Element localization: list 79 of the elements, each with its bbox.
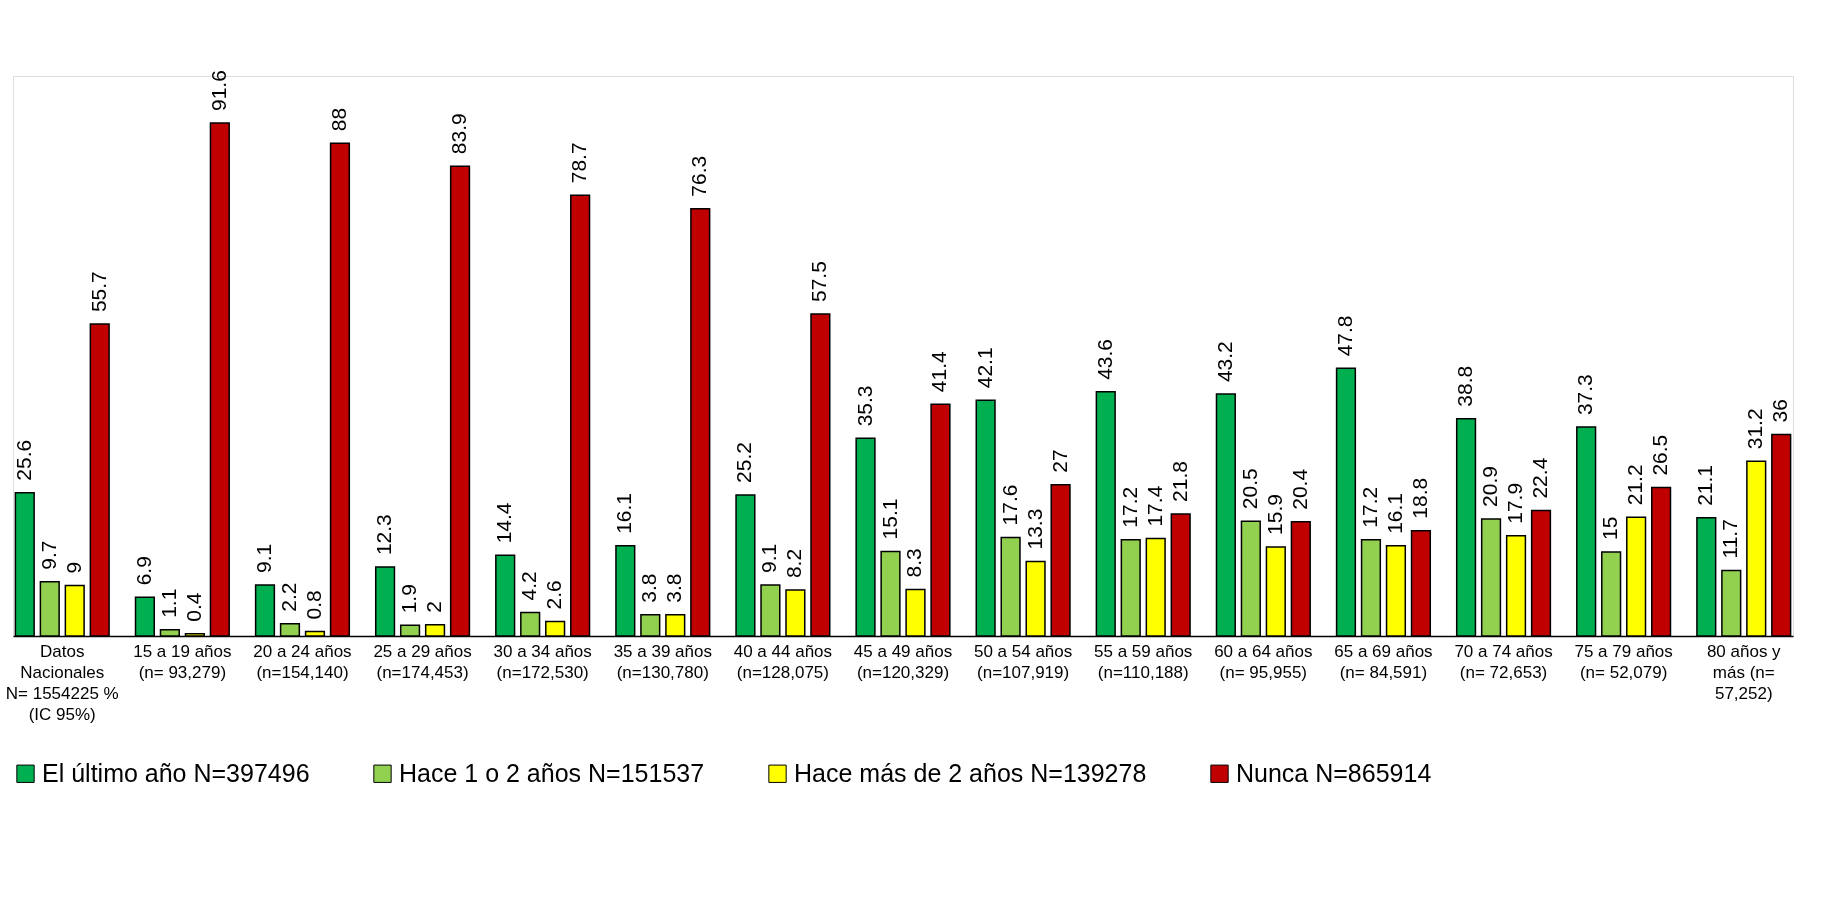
data-label: 20.5 xyxy=(1237,468,1261,510)
x-tick-label: 45 a 49 años (n=120,329) xyxy=(853,642,953,682)
data-label: 41.4 xyxy=(927,350,951,393)
data-label: 16.1 xyxy=(612,492,636,534)
data-label: 4.2 xyxy=(517,571,541,601)
data-label: 20.9 xyxy=(1478,466,1502,507)
data-label: 26.5 xyxy=(1648,434,1672,476)
data-label: 20.4 xyxy=(1287,468,1311,510)
data-label: 17.2 xyxy=(1357,486,1381,528)
legend-label: Hace más de 2 años N=139278 xyxy=(794,758,1147,787)
data-label: 38.8 xyxy=(1453,365,1477,407)
data-label: 17.2 xyxy=(1117,486,1141,528)
data-label: 14.4 xyxy=(492,502,516,544)
data-label: 55.7 xyxy=(86,271,110,313)
data-label: 1.9 xyxy=(397,584,421,614)
x-tick-label: 55 a 59 años (n=110,188) xyxy=(1094,642,1193,682)
data-label: 9.7 xyxy=(36,540,60,570)
data-label: 16.1 xyxy=(1382,492,1406,534)
data-label: 9.1 xyxy=(251,543,275,574)
legend-label: Hace 1 o 2 años N=151537 xyxy=(399,758,705,787)
data-label: 3.8 xyxy=(662,573,686,603)
data-label: 8.3 xyxy=(902,548,926,578)
x-tick-label: 35 a 39 años (n=130,780) xyxy=(613,642,712,682)
x-tick-label: 65 a 69 años (n= 84,591) xyxy=(1334,642,1433,682)
data-label: 17.9 xyxy=(1503,482,1527,524)
data-label: 11.7 xyxy=(1718,519,1742,559)
data-label: 21.1 xyxy=(1693,464,1717,506)
data-label: 83.9 xyxy=(447,113,471,155)
x-tick-label: 60 a 64 años (n= 95,955) xyxy=(1214,642,1313,682)
data-label: 18.8 xyxy=(1407,477,1431,519)
data-label: 0.4 xyxy=(181,592,205,622)
data-label: 2.2 xyxy=(276,582,300,612)
data-label: 78.7 xyxy=(567,142,591,184)
x-tick-label: 50 a 54 años (n=107,919) xyxy=(973,642,1073,682)
data-label: 6.9 xyxy=(131,556,155,586)
data-label: 25.2 xyxy=(732,442,756,483)
x-tick-label: 20 a 24 años (n=154,140) xyxy=(253,642,352,682)
legend-label: Nunca N=865914 xyxy=(1236,758,1432,787)
data-label: 76.3 xyxy=(687,155,711,197)
x-tick-label: 40 a 44 años (n=128,075) xyxy=(733,642,833,682)
data-label: 91.6 xyxy=(206,70,230,112)
data-label: 1.1 xyxy=(156,588,180,618)
data-label: 0.8 xyxy=(301,590,325,620)
data-label: 88 xyxy=(326,107,350,132)
data-label: 43.2 xyxy=(1212,341,1236,383)
data-label: 47.8 xyxy=(1332,315,1356,357)
data-label: 43.6 xyxy=(1092,338,1116,380)
data-label: 21.8 xyxy=(1167,461,1191,502)
data-label: 37.3 xyxy=(1573,374,1597,416)
data-label: 36 xyxy=(1768,399,1792,423)
data-label: 35.3 xyxy=(852,385,876,427)
x-tick-label: 70 a 74 años (n= 72,653) xyxy=(1454,642,1553,682)
data-label: 57.5 xyxy=(807,261,831,302)
data-label: 15.9 xyxy=(1262,494,1286,535)
data-label: 12.3 xyxy=(372,514,396,556)
data-label: 25.6 xyxy=(11,439,35,481)
data-label: 17.4 xyxy=(1142,485,1166,527)
data-label: 9.1 xyxy=(757,543,781,574)
data-label: 21.2 xyxy=(1623,464,1647,506)
data-label: 42.1 xyxy=(972,347,996,389)
data-label: 17.6 xyxy=(997,484,1021,526)
x-tick-label: 80 años y más (n= 57,252) xyxy=(1706,642,1782,703)
data-label: 15 xyxy=(1598,516,1622,540)
data-label: 8.2 xyxy=(782,548,806,579)
x-tick-label: 75 a 79 años (n= 52,079) xyxy=(1574,642,1673,682)
data-label: 15.1 xyxy=(877,498,901,540)
data-label: 3.8 xyxy=(637,573,661,603)
data-label: 22.4 xyxy=(1528,457,1552,499)
data-label: 13.3 xyxy=(1022,508,1046,550)
x-tick-label: 25 a 29 años (n=174,453) xyxy=(373,642,472,682)
x-tick-label: 15 a 19 años (n= 93,279) xyxy=(133,642,232,682)
data-label: 31.2 xyxy=(1743,408,1767,450)
data-label: 2.6 xyxy=(542,580,566,610)
data-label: 9 xyxy=(61,561,85,574)
legend-label: El último año N=397496 xyxy=(42,758,310,787)
data-label: 27 xyxy=(1047,449,1071,473)
x-tick-label: Datos Nacionales N= 1554225 % (IC 95%) xyxy=(5,642,119,724)
x-tick-label: 30 a 34 años (n=172,530) xyxy=(493,642,592,682)
data-label: 2 xyxy=(422,601,446,613)
